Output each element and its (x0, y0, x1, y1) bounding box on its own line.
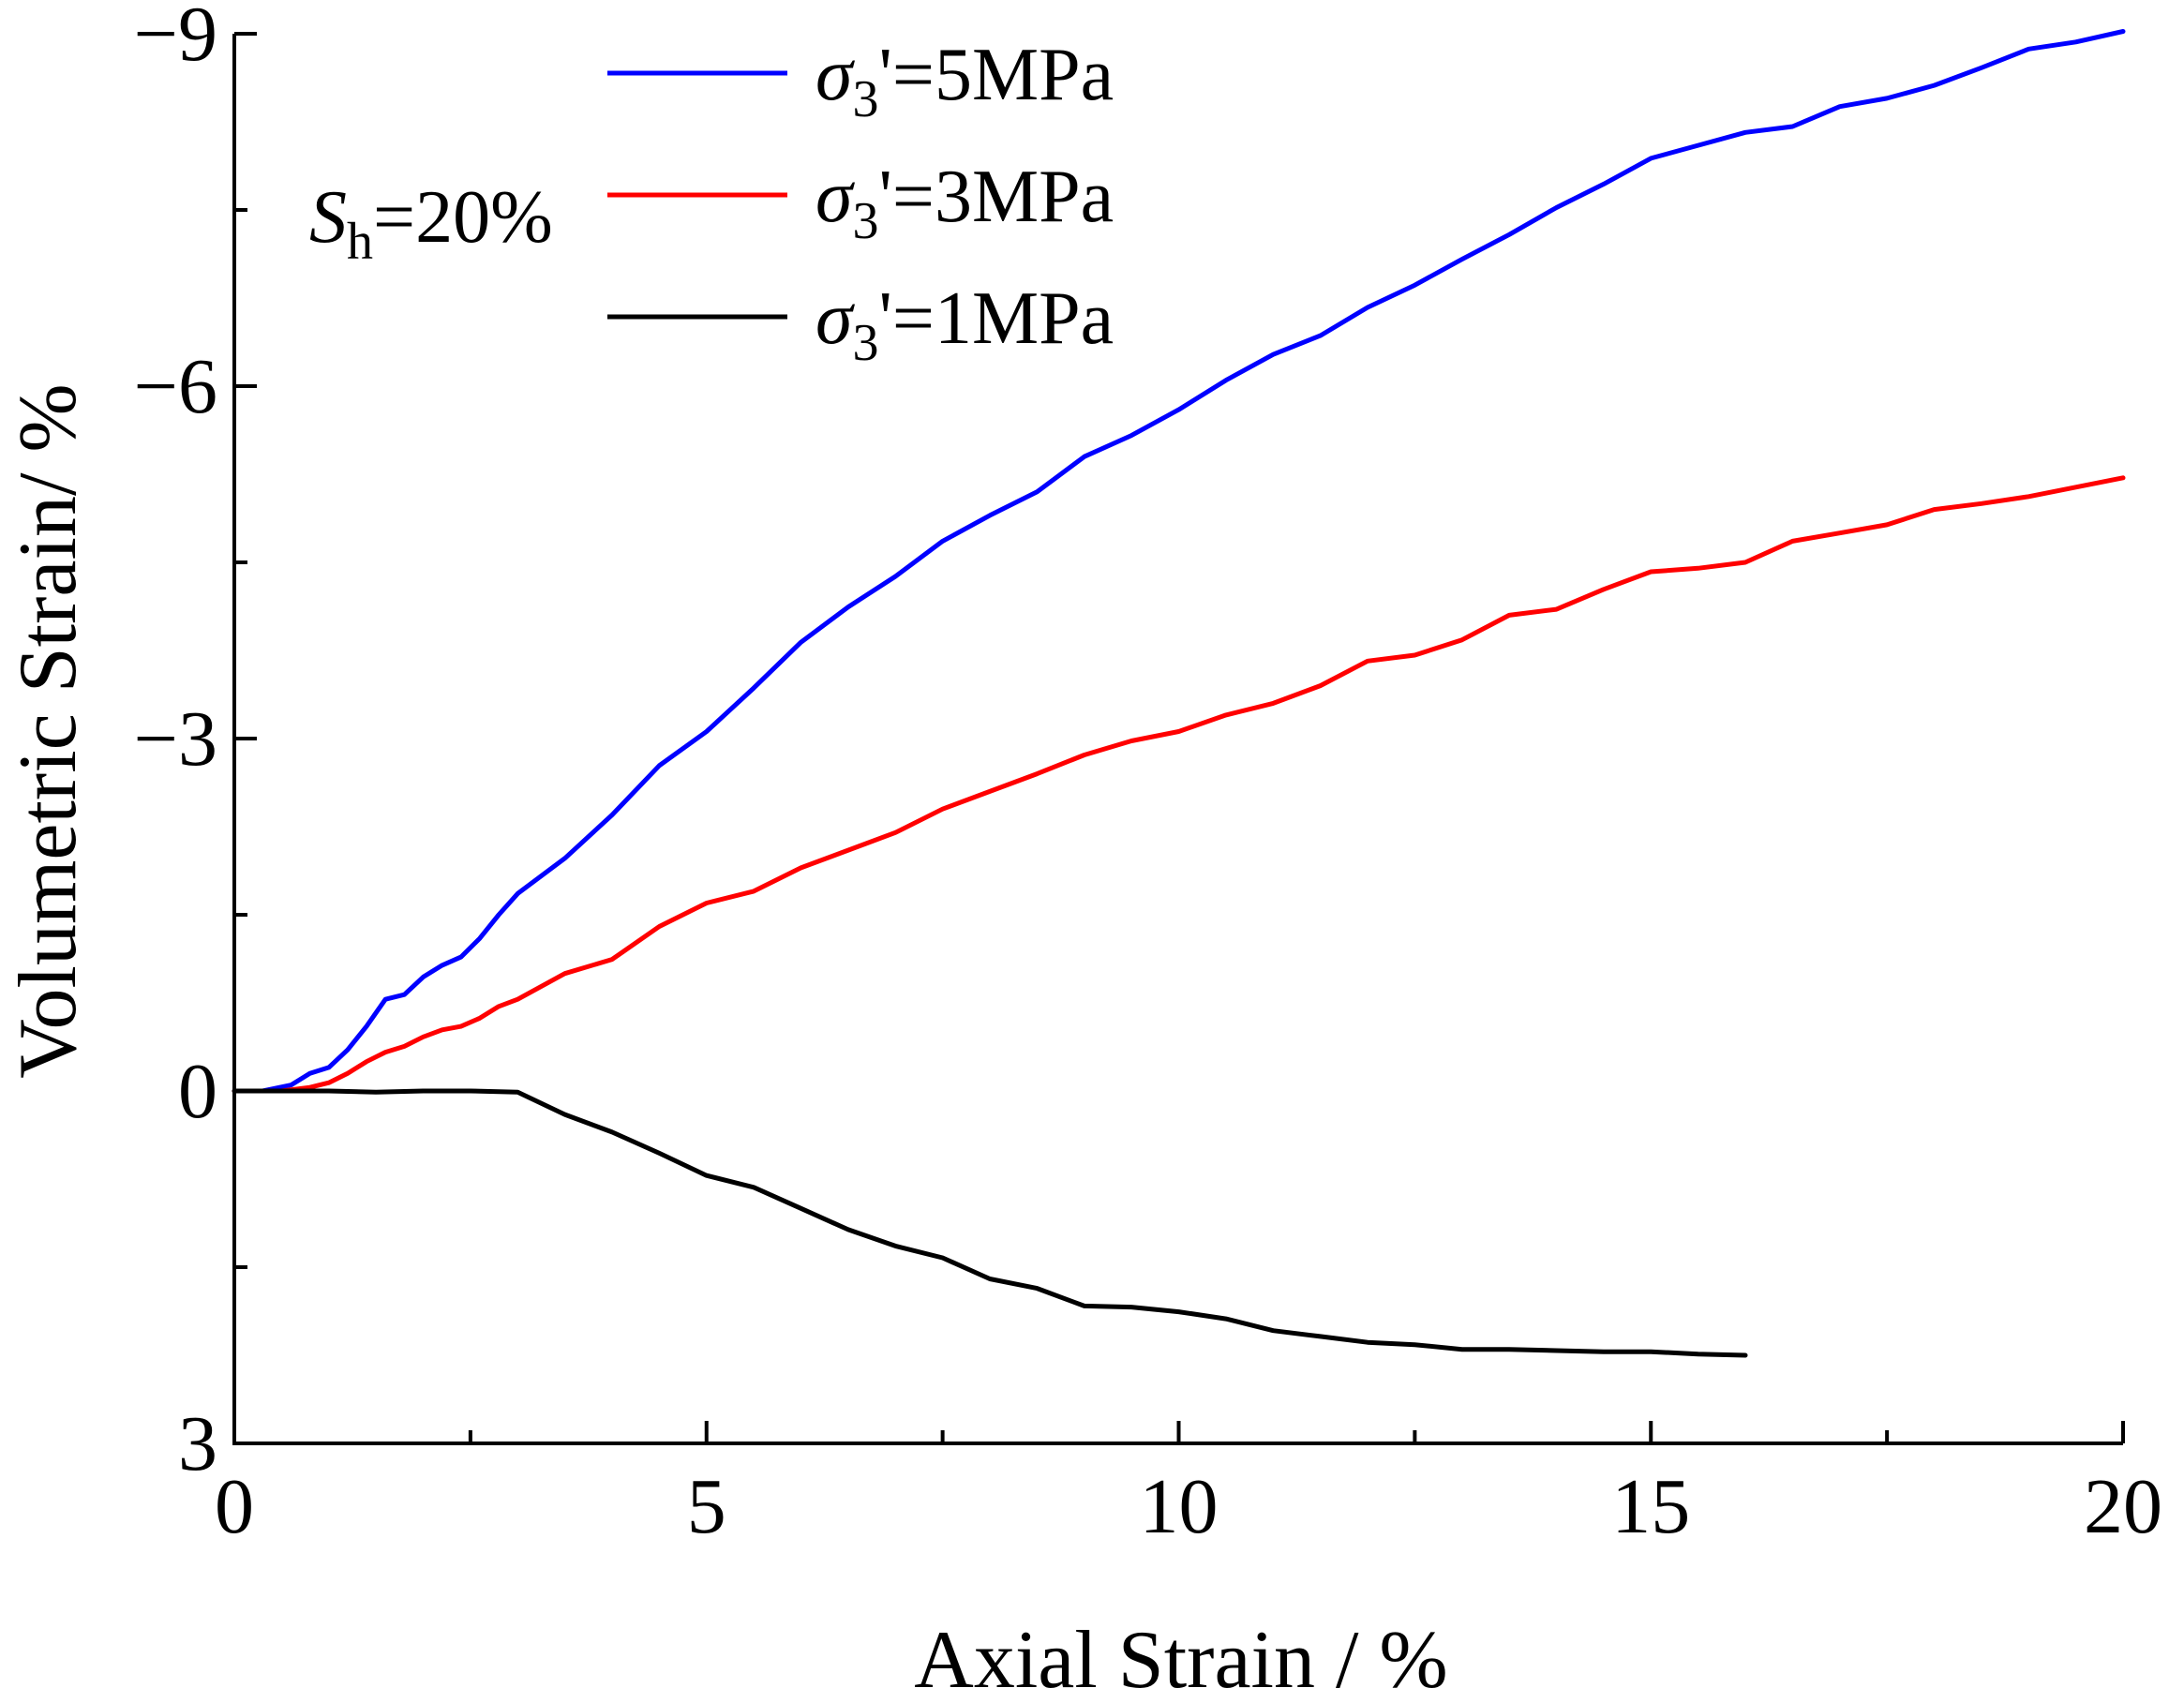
y-tick-label: −3 (134, 695, 217, 783)
x-tick-label: 0 (215, 1463, 254, 1550)
series-line-1 (232, 29, 2126, 1094)
legend: σ3'=5MPa σ3'=3MPa σ3'=1MPa (607, 34, 1114, 372)
series-line-3 (232, 1088, 1748, 1358)
legend-label: σ3'=5MPa (815, 34, 1114, 128)
series-line-2 (232, 475, 2126, 1094)
legend-item: σ3'=3MPa (607, 156, 1114, 250)
x-tick-label: 5 (687, 1463, 726, 1550)
y-tick-label: −6 (134, 343, 217, 430)
legend-label: σ3'=3MPa (815, 156, 1114, 250)
x-axis-title: Axial Strain / % (914, 1615, 1447, 1703)
annotation-text: Sh=20% (309, 176, 553, 271)
sh-annotation: Sh=20% (309, 176, 553, 271)
legend-label: σ3'=1MPa (815, 277, 1114, 372)
x-tick-label: 20 (2084, 1463, 2162, 1550)
y-tick-label: −9 (134, 0, 217, 78)
x-tick-label: 15 (1611, 1463, 1690, 1550)
legend-item: σ3'=5MPa (607, 34, 1114, 128)
y-tick-label: 0 (178, 1048, 217, 1135)
legend-item: σ3'=1MPa (607, 277, 1114, 372)
y-axis-title: Volumetric Strain/ % (3, 383, 94, 1078)
series-layer (232, 29, 2126, 1358)
y-tick-label: 3 (178, 1400, 217, 1487)
ticks-layer: 0 5 10 15 20−9−6−303 (134, 0, 2162, 1550)
x-tick-label: 10 (1140, 1463, 1219, 1550)
